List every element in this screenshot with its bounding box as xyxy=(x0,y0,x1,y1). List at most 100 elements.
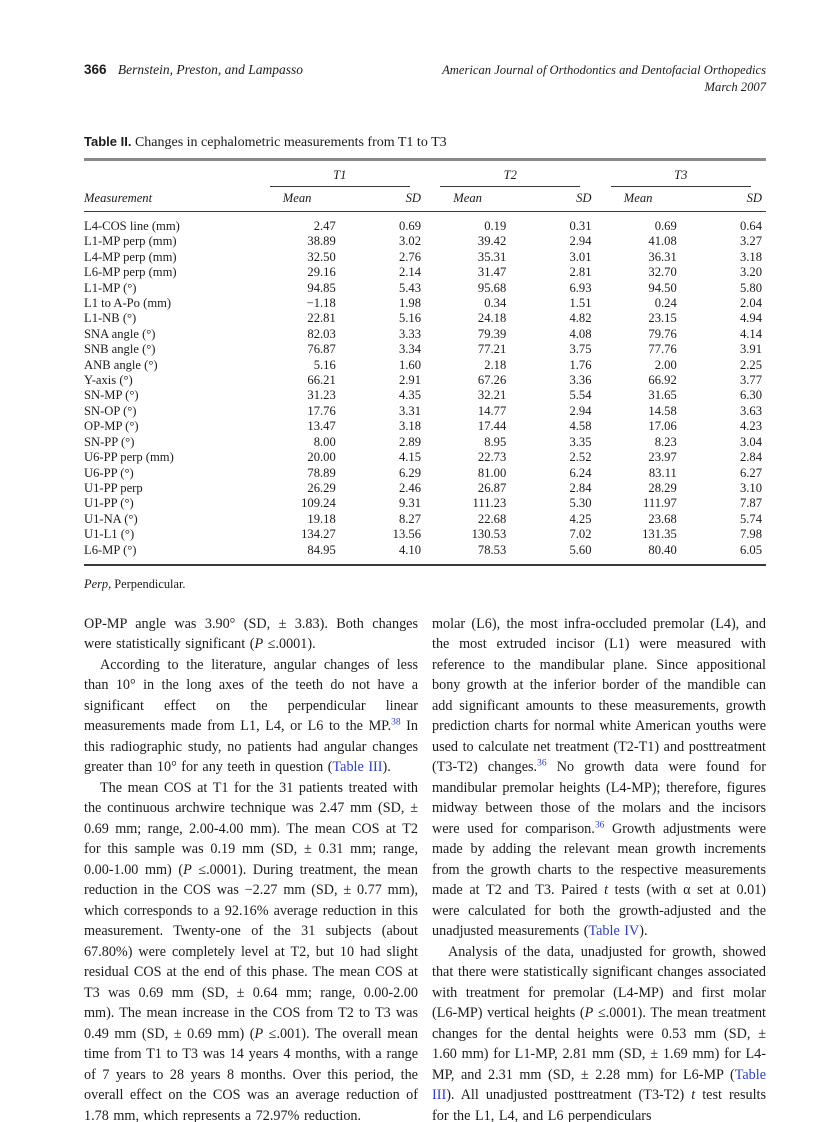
text-run: ). xyxy=(382,759,391,776)
text-run: According to the literature, angular cha… xyxy=(84,656,418,735)
table-row: ANB angle (°) 5.16 1.60 2.18 1.76 2.00 2.25 xyxy=(84,358,766,373)
sd-value: 9.31 xyxy=(398,496,421,511)
paragraph: According to the literature, angular cha… xyxy=(84,655,418,778)
sd-value: 6.05 xyxy=(739,542,762,557)
mean-value: 39.42 xyxy=(477,234,507,249)
mean-value: 131.35 xyxy=(642,527,677,542)
reference-citation-link[interactable]: 36 xyxy=(537,758,547,769)
t2-mean-header: Mean xyxy=(425,187,511,212)
sd-value: 3.36 xyxy=(569,373,592,388)
sd-value: 3.18 xyxy=(398,419,421,434)
journal-title: American Journal of Orthodontics and Den… xyxy=(442,63,766,77)
sd-value: 3.20 xyxy=(739,265,762,280)
text-run: tests (with α set at 0.01) were calculat… xyxy=(432,882,767,940)
text-run: Analysis of the data, unadjusted for gro… xyxy=(432,943,766,1022)
text-run: The mean COS at T1 for the 31 patients t… xyxy=(84,779,418,878)
sd-value: 3.27 xyxy=(739,234,762,249)
table-row: SN-OP (°) 17.76 3.31 14.77 2.94 14.58 3.63 xyxy=(84,404,766,419)
sd-value: 0.31 xyxy=(569,219,592,233)
mean-value: 94.85 xyxy=(307,280,336,295)
measurement-column-header: Measurement xyxy=(84,187,255,212)
table-footnote: Perp, Perpendicular. xyxy=(84,577,766,592)
text-run: No growth data were found for mandibular… xyxy=(432,759,766,837)
table-row: SN-MP (°) 31.23 4.35 32.21 5.54 31.65 6.30 xyxy=(84,388,766,403)
sd-value: 4.23 xyxy=(739,419,762,434)
table-cross-reference-link[interactable]: Table III xyxy=(432,1066,766,1104)
text-run: test results for the L1, L4, and L6 perp… xyxy=(432,1087,766,1122)
sd-value: 4.15 xyxy=(398,450,421,465)
mean-value: 111.23 xyxy=(472,496,507,511)
italic-text: P xyxy=(584,1005,594,1022)
text-run: ). All unadjusted posttreatment (T3-T2) xyxy=(446,1087,692,1104)
table-row: U1-PP perp 26.29 2.46 26.87 2.84 28.29 3.10 xyxy=(84,481,766,496)
right-column: molar (L6), the most infra-occluded prem… xyxy=(432,614,766,1122)
mean-value: 32.21 xyxy=(477,388,507,403)
issue-date: March 2007 xyxy=(704,80,766,94)
mean-value: 17.76 xyxy=(307,403,336,418)
mean-value: 130.53 xyxy=(471,527,507,542)
mean-value: 14.58 xyxy=(648,403,677,418)
mean-value: 32.70 xyxy=(648,265,677,280)
mean-value: 36.31 xyxy=(648,249,677,264)
measurement-label: SN-MP (°) xyxy=(84,388,139,403)
sd-value: 2.91 xyxy=(398,373,421,388)
sd-value: 3.01 xyxy=(569,249,592,264)
table-row: Y-axis (°) 66.21 2.91 67.26 3.36 66.92 3.77 xyxy=(84,373,766,388)
measurement-label: OP-MP (°) xyxy=(84,419,139,434)
measurement-label: L1-MP (°) xyxy=(84,280,137,295)
sd-value: 3.63 xyxy=(739,403,762,418)
measurement-label: L1-MP perp (mm) xyxy=(84,234,177,249)
running-header-left: 366 Bernstein, Preston, and Lampasso xyxy=(84,62,303,78)
reference-citation-link[interactable]: 36 xyxy=(594,820,605,831)
mean-value: 77.76 xyxy=(648,342,677,357)
mean-value: 28.29 xyxy=(648,480,677,495)
sd-value: 3.04 xyxy=(739,434,762,449)
mean-value: 31.23 xyxy=(307,388,336,403)
sd-value: 6.93 xyxy=(569,280,592,295)
paragraph: The mean COS at T1 for the 31 patients t… xyxy=(84,778,418,1122)
measurement-label: U6-PP perp (mm) xyxy=(84,450,174,465)
footnote-term: Perp, xyxy=(84,576,112,591)
group-header-t1: T1 xyxy=(255,160,426,187)
sd-value: 2.81 xyxy=(569,265,592,280)
sd-value: 4.58 xyxy=(569,419,592,434)
table-row: SN-PP (°) 8.00 2.89 8.95 3.35 8.23 3.04 xyxy=(84,435,766,450)
mean-value: 24.18 xyxy=(477,311,507,326)
mean-value: 8.00 xyxy=(313,434,336,449)
text-run: ≤.0001). The mean treatment changes for … xyxy=(432,1005,766,1083)
table-row: U1-NA (°) 19.18 8.27 22.68 4.25 23.68 5.74 xyxy=(84,512,766,527)
column-header-row: Measurement Mean SD Mean SD Mean SD xyxy=(84,187,766,212)
table-row: SNA angle (°) 82.03 3.33 79.39 4.08 79.76 4.14 xyxy=(84,327,766,342)
group-header-t3: T3 xyxy=(596,160,767,187)
table-label: Table II. xyxy=(84,134,132,149)
table-cross-reference-link[interactable]: Table IV xyxy=(588,923,640,940)
reference-citation-link[interactable]: 38 xyxy=(391,717,401,728)
t1-mean-header: Mean xyxy=(254,187,340,212)
measurement-label: U1-PP perp xyxy=(84,480,143,495)
sd-value: 3.35 xyxy=(569,434,592,449)
paragraph: OP-MP angle was 3.90° (SD, ± 3.83). Both… xyxy=(84,614,418,655)
measurement-label: U1-L1 (°) xyxy=(84,527,135,542)
table-cross-reference-link[interactable]: Table III xyxy=(332,759,383,776)
text-run: Growth adjustments were made by adding t… xyxy=(432,820,766,899)
table-row: U6-PP (°) 78.89 6.29 81.00 6.24 83.11 6.27 xyxy=(84,466,766,481)
table-row: L1-NB (°) 22.81 5.16 24.18 4.82 23.15 4.94 xyxy=(84,311,766,326)
mean-value: 2.18 xyxy=(484,357,507,372)
sd-value: 1.76 xyxy=(569,357,592,372)
running-header: 366 Bernstein, Preston, and Lampasso Ame… xyxy=(84,62,766,96)
sd-value: 7.87 xyxy=(739,496,762,511)
sd-value: 7.02 xyxy=(569,527,592,542)
text-run: molar (L6), the most infra-occluded prem… xyxy=(432,615,766,776)
mean-value: 22.68 xyxy=(477,511,507,526)
paragraph: Analysis of the data, unadjusted for gro… xyxy=(432,942,766,1122)
sd-value: 3.75 xyxy=(569,342,592,357)
measurement-label: SNA angle (°) xyxy=(84,326,156,341)
mean-value: 23.68 xyxy=(648,511,677,526)
mean-value: 66.21 xyxy=(307,373,336,388)
mean-value: 5.16 xyxy=(313,357,336,372)
sd-value: 2.94 xyxy=(569,234,592,249)
mean-value: 23.15 xyxy=(648,311,677,326)
measurement-label: L6-MP (°) xyxy=(84,542,137,557)
sd-value: 3.18 xyxy=(739,249,762,264)
